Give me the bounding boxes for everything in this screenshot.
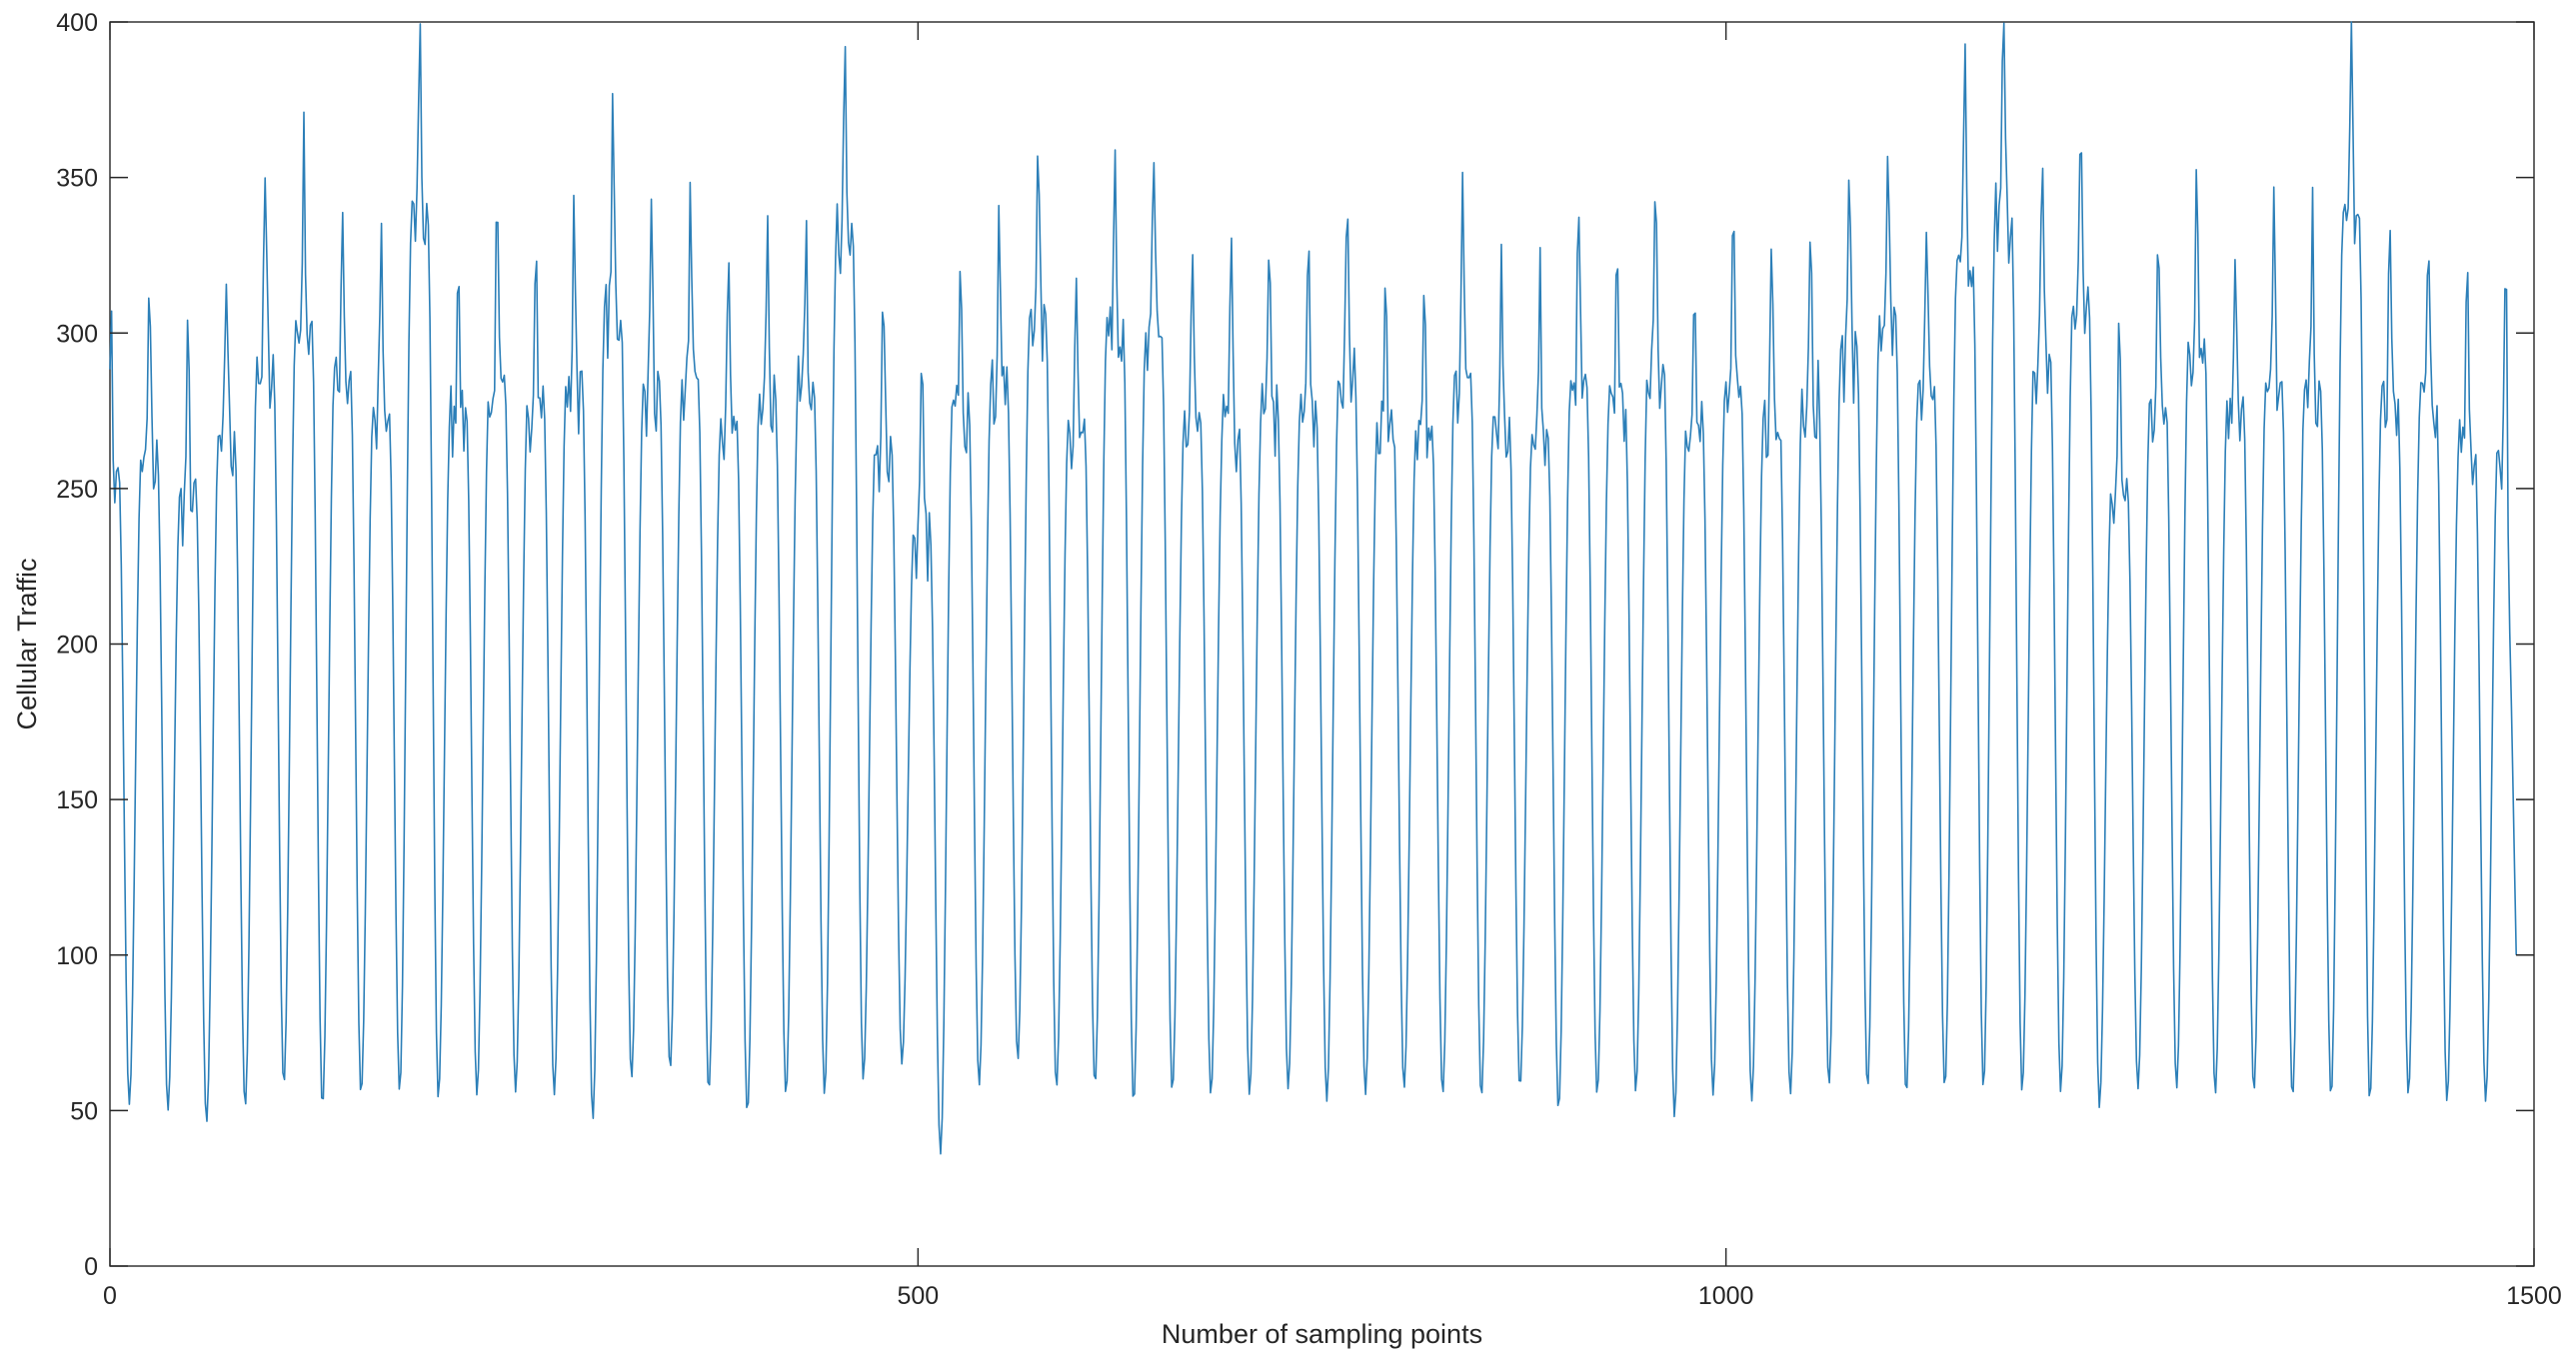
y-tick-label: 250 (56, 476, 98, 504)
y-tick-label: 400 (56, 9, 98, 37)
x-axis-label: Number of sampling points (1162, 1319, 1482, 1349)
y-tick-label: 350 (56, 165, 98, 193)
y-tick-label: 100 (56, 942, 98, 970)
y-tick-label: 150 (56, 786, 98, 814)
series-line (109, 21, 2518, 1155)
y-tick-label: 0 (84, 1253, 98, 1281)
y-axis-label: Cellular Traffic (12, 558, 42, 729)
y-axis: 0 50 100 150 200 250 300 350 400 (56, 9, 2534, 1281)
y-tick-label: 300 (56, 320, 98, 348)
x-axis: 0 500 1000 1500 (103, 22, 2562, 1310)
x-tick-label: 1500 (2506, 1282, 2562, 1310)
y-tick-label: 50 (70, 1097, 98, 1125)
y-tick-label: 200 (56, 632, 98, 660)
x-tick-label: 0 (103, 1282, 117, 1310)
x-tick-label: 500 (897, 1282, 939, 1310)
x-tick-label: 1000 (1698, 1282, 1754, 1310)
plot-area (109, 21, 2535, 1267)
